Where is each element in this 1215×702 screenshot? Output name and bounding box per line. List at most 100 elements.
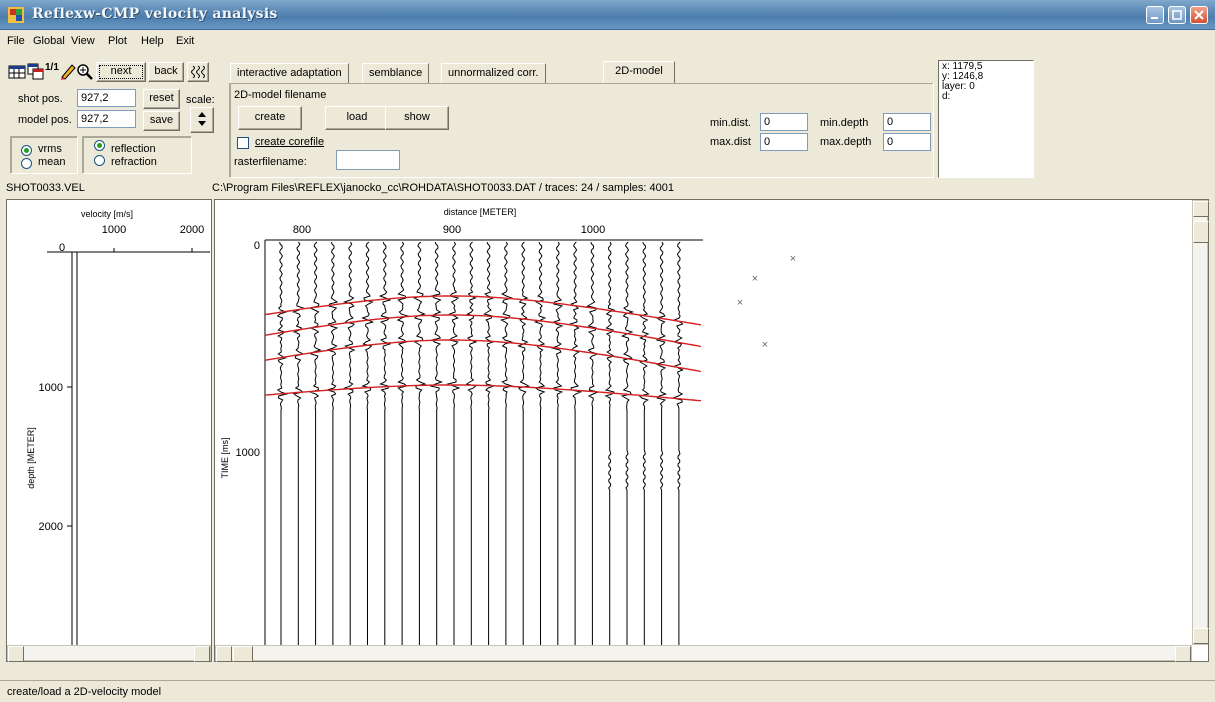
scroll-right-button[interactable] xyxy=(1175,646,1191,662)
seismic-trace xyxy=(361,241,375,654)
model-filename-label: 2D-model filename xyxy=(234,89,327,101)
velocity-depth-plot[interactable]: velocity [m/s] 1000 2000 0 1000 2000 300… xyxy=(7,200,213,663)
min-depth-field[interactable]: 0 xyxy=(883,113,931,131)
hscroll-thumb[interactable] xyxy=(233,646,253,662)
coord-x: x: 1179,5 xyxy=(942,61,983,72)
seismic-trace xyxy=(412,241,427,654)
max-depth-field[interactable]: 0 xyxy=(883,133,931,151)
reflection-radio[interactable] xyxy=(94,140,105,151)
seismic-trace xyxy=(569,241,583,654)
pick-marker: × xyxy=(752,273,758,285)
next-button[interactable]: next xyxy=(96,62,146,82)
wiggle-scale-button[interactable] xyxy=(187,62,209,82)
main-hscrollbar[interactable] xyxy=(215,645,1192,662)
seismic-trace xyxy=(517,241,530,654)
velocity-pick-markers: × × × × xyxy=(737,253,796,351)
shot-pos-label: shot pos. xyxy=(18,93,63,105)
seismic-trace xyxy=(396,241,410,654)
maximize-icon xyxy=(1172,10,1182,20)
model-pos-field[interactable]: 927,2 xyxy=(77,110,136,128)
scroll-down-button[interactable] xyxy=(1193,628,1209,644)
max-dist-label: max.dist xyxy=(710,136,751,148)
seismic-trace xyxy=(342,241,356,654)
depth-zero-label: 0 xyxy=(59,242,65,254)
seismic-section-plot[interactable]: distance [METER] 800 900 1000 0 1000 200… xyxy=(215,200,1190,664)
reset-button[interactable]: reset xyxy=(143,89,180,109)
load-button[interactable]: load xyxy=(325,106,389,130)
create-corefile-checkbox[interactable] xyxy=(237,137,249,149)
scroll-right-button[interactable] xyxy=(194,646,210,662)
save-button[interactable]: save xyxy=(143,111,180,131)
zoom-icon[interactable] xyxy=(76,63,94,81)
max-dist-field[interactable]: 0 xyxy=(760,133,808,151)
seismic-trace xyxy=(378,241,392,654)
distance-tick-800: 800 xyxy=(293,224,311,236)
scroll-left-button[interactable] xyxy=(8,646,24,662)
shot-pos-field[interactable]: 927,2 xyxy=(77,89,136,107)
menu-file[interactable]: File xyxy=(7,35,25,47)
status-bar: create/load a 2D-velocity model xyxy=(0,680,1215,702)
rasterfilename-label: rasterfilename: xyxy=(234,156,307,168)
data-file-info: C:\Program Files\REFLEX\janocko_cc\ROHDA… xyxy=(212,182,674,194)
copy-window-icon[interactable] xyxy=(27,63,45,81)
coordinate-readout: x: 1179,5 y: 1246,8 layer: 0 d: xyxy=(938,60,1034,178)
seismic-trace xyxy=(465,241,478,654)
velocity-mode-group xyxy=(10,136,78,174)
vscroll-thumb[interactable] xyxy=(1193,221,1209,243)
depth-tick-2000: 2000 xyxy=(39,521,63,533)
rasterfilename-field[interactable] xyxy=(336,150,400,170)
control-panel: 1/1 next back shot pos. 927,2 reset scal… xyxy=(0,52,1215,180)
close-button[interactable] xyxy=(1190,6,1208,24)
menu-global[interactable]: Global xyxy=(33,35,65,47)
show-button[interactable]: show xyxy=(385,106,449,130)
velocity-hyperbolas xyxy=(264,295,702,402)
scale-label: scale: xyxy=(186,94,215,106)
seismic-trace xyxy=(655,241,667,654)
create-button[interactable]: create xyxy=(238,106,302,130)
menu-bar: File Global View Plot Help Exit xyxy=(0,31,1215,51)
hyperbola-curve xyxy=(264,384,702,402)
menu-help[interactable]: Help xyxy=(141,35,164,47)
back-button[interactable]: back xyxy=(148,62,184,82)
velocity-tick-1000: 1000 xyxy=(102,224,126,236)
pick-marker: × xyxy=(790,253,796,265)
velocity-depth-pane[interactable]: velocity [m/s] 1000 2000 0 1000 2000 300… xyxy=(6,199,213,663)
table-icon[interactable] xyxy=(8,63,26,81)
velocity-tick-2000: 2000 xyxy=(180,224,204,236)
tab-interactive-adaptation[interactable]: interactive adaptation xyxy=(230,63,349,83)
minimize-button[interactable] xyxy=(1146,6,1164,24)
distance-axis-title: distance [METER] xyxy=(444,207,517,217)
scroll-left-button[interactable] xyxy=(216,646,232,662)
maximize-button[interactable] xyxy=(1168,6,1186,24)
velocity-file-name: SHOT0033.VEL xyxy=(6,182,85,194)
tab-unnormalized-corr[interactable]: unnormalized corr. xyxy=(441,63,546,83)
refraction-radio[interactable] xyxy=(94,155,105,166)
menu-view[interactable]: View xyxy=(71,35,95,47)
seismic-trace xyxy=(291,241,305,654)
seismic-trace xyxy=(276,241,289,654)
wiggle-icon xyxy=(191,65,205,79)
seismic-trace xyxy=(620,241,635,654)
menu-plot[interactable]: Plot xyxy=(108,35,127,47)
min-dist-field[interactable]: 0 xyxy=(760,113,808,131)
main-vscrollbar[interactable] xyxy=(1192,200,1209,645)
ratio-icon-label[interactable]: 1/1 xyxy=(45,62,59,73)
app-icon xyxy=(8,7,24,23)
scale-spinner[interactable] xyxy=(190,107,214,133)
tab-2d-model[interactable]: 2D-model xyxy=(603,61,675,84)
coord-y: y: 1246,8 xyxy=(942,71,984,82)
refraction-label: refraction xyxy=(111,156,157,168)
tab-semblance[interactable]: semblance xyxy=(362,63,430,83)
pencil-icon[interactable] xyxy=(59,62,77,80)
seismic-trace xyxy=(308,241,322,654)
seismic-trace xyxy=(604,241,616,654)
distance-tick-1000: 1000 xyxy=(581,224,605,236)
menu-exit[interactable]: Exit xyxy=(176,35,195,47)
vrms-radio[interactable] xyxy=(21,145,32,156)
seismic-section-pane[interactable]: distance [METER] 800 900 1000 0 1000 200… xyxy=(214,199,1209,664)
mean-radio[interactable] xyxy=(21,158,32,169)
left-hscrollbar[interactable] xyxy=(7,645,211,662)
title-bar[interactable]: Reflexw-CMP velocity analysis xyxy=(0,0,1215,30)
scroll-up-button[interactable] xyxy=(1193,201,1209,217)
hyperbola-curve xyxy=(264,339,702,373)
